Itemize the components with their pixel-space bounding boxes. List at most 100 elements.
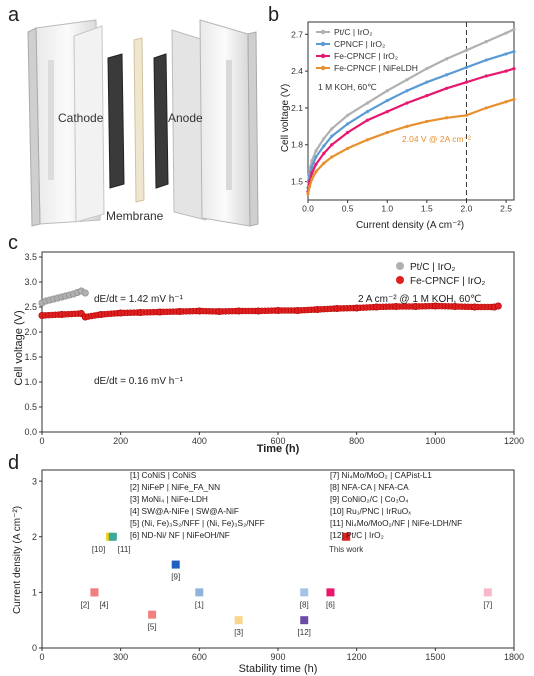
chart-c-legend-label: Fe-CPNCF | IrO₂: [410, 276, 485, 287]
anode-label: Anode: [168, 111, 203, 125]
chart-b-xtick-label: 2.0: [461, 204, 473, 214]
panel-d-letter: d: [8, 452, 20, 474]
chart-b-point: [464, 65, 469, 70]
chart-b-point: [314, 155, 318, 159]
chart-c-legend-marker: [396, 262, 404, 270]
chart-d-point-label: [7]: [483, 600, 492, 609]
chart-d-marker: [148, 610, 157, 619]
chart-b-point: [405, 101, 409, 105]
chart-c-point: [81, 289, 89, 297]
chart-b-ytick-label: 2.7: [291, 29, 303, 39]
chart-d-legend-left-entry: [3] MoNi₄ | NiFe-LDH: [130, 494, 208, 504]
chart-b-point: [405, 89, 409, 93]
chart-d-point-label: [10]: [92, 545, 105, 554]
chart-b-point: [512, 97, 516, 101]
chart-d-legend-left-entry: [5] (Ni, Fe)₃S₂/NFF | (Ni, Fe)₃S₂/NFF: [130, 518, 265, 528]
chart-b-xtick-label: 1.0: [381, 204, 393, 214]
chart-d-plot-area: 0 300 600 900 1200 1500 1800 0 1 2 3 [1] [2] [4] [3] [5…: [32, 469, 524, 662]
chart-d-legend-right-entry: [7] Ni₄Mo/MoO₂ | CAPist-L1: [330, 470, 432, 480]
chart-d-point-label: [12]: [298, 628, 311, 637]
chart-c-xtick-label: 400: [192, 436, 207, 446]
anode-end-plate-edge: [247, 31, 259, 227]
chart-b-point: [322, 144, 326, 148]
chart-d-xlabel: Stability time (h): [239, 663, 318, 675]
chart-c-xtick-label: 0: [39, 436, 44, 446]
chart-b-point: [425, 80, 429, 84]
chart-d-ytick-label: 0: [32, 643, 37, 653]
chart-b-xtick-label: 1.5: [421, 204, 433, 214]
chart-b-point: [484, 74, 488, 78]
chart-b-point: [322, 137, 326, 141]
chart-d-point-label: [11]: [118, 545, 131, 554]
chart-b-point: [405, 78, 409, 82]
chart-b-series-line-1: [306, 50, 515, 188]
chart-b-point: [307, 184, 312, 189]
chart-b-legend-marker: [320, 29, 326, 35]
chart-b-point: [464, 113, 469, 117]
chart-d-ytick-label: 3: [32, 476, 37, 486]
chart-c-ytick-label: 0.0: [24, 427, 37, 437]
chart-b-legend-label: Pt/C | IrO₂: [334, 27, 373, 37]
chart-d-point-label: [8]: [300, 600, 309, 609]
chart-b-point: [425, 119, 429, 124]
chart-b-xtick-label: 2.5: [500, 204, 512, 214]
chart-d-point-label: [2]: [81, 600, 90, 609]
chart-d-marker: [300, 588, 309, 597]
chart-b-point: [512, 49, 516, 54]
chart-c-xtick-label: 600: [270, 436, 285, 446]
chart-b-legend-marker: [320, 41, 326, 47]
chart-d-xtick-label: 300: [113, 652, 128, 662]
chart-c-xlabel: Time (h): [257, 443, 300, 455]
chart-b-point: [330, 127, 334, 131]
chart-b-ytick-label: 2.1: [291, 103, 303, 113]
chart-b-point: [306, 192, 310, 196]
cathode-electrode: [107, 53, 125, 189]
chart-b-point: [365, 138, 370, 142]
chart-d-legend-left: [1] CoNiS | CoNiS [2] NiFeP | NiFe_FA_NN […: [130, 470, 265, 540]
chart-d-xtick-label: 1500: [425, 652, 445, 662]
chart-b-point: [314, 162, 318, 166]
chart-b-legend-marker: [320, 65, 326, 71]
chart-d-point-label: [5]: [148, 623, 157, 632]
membrane-sheet: [133, 37, 145, 203]
chart-b-legend-label: Fe-CPNCF | IrO₂: [334, 51, 398, 61]
chart-d-legend-left-entry: [2] NiFeP | NiFe_FA_NN: [130, 482, 220, 492]
chart-b-plot-area: 0.0 0.5 1.0 1.5 2.0 2.5 1.5 1.8 2.1 2.4 2.7: [291, 21, 516, 214]
chart-d-marker: [195, 588, 204, 597]
chart-d-point-label: This work: [329, 545, 364, 554]
chart-c-ytick-label: 0.5: [24, 402, 37, 412]
chart-d-ytick-label: 1: [32, 588, 37, 598]
chart-b-point: [322, 151, 326, 155]
chart-b-point: [385, 89, 389, 93]
chart-d-point-label: [6]: [326, 600, 335, 609]
chart-b-point: [504, 52, 508, 56]
chart-d-marker: [90, 588, 99, 597]
chart-b-ytick-label: 1.8: [291, 140, 303, 150]
chart-b-series-line-0: [306, 28, 515, 182]
chart-b-series-line-2: [306, 67, 515, 192]
chart-b-point: [346, 146, 350, 151]
chart-d-point-label: [4]: [99, 600, 108, 609]
chart-d-marker: [483, 588, 492, 597]
chart-d-frame: [41, 469, 515, 649]
chart-b-point: [310, 159, 314, 163]
chart-b-point: [464, 80, 469, 84]
chart-d-legend-left-entry: [6] ND-Ni/ NF | NiFeOH/NF: [130, 530, 230, 540]
chart-b-point: [310, 171, 314, 175]
chart-d-ytick-label: 2: [32, 532, 37, 542]
chart-b-point: [445, 73, 449, 77]
chart-b-point: [512, 27, 516, 31]
cathode-plate-slot: [48, 60, 54, 180]
chart-b-point: [365, 110, 370, 114]
chart-b-legend: Pt/C | IrO₂ CPNCF | IrO₂ Fe-CPNCF | IrO₂ Fe…: [316, 27, 418, 73]
chart-b-point: [512, 67, 516, 71]
chart-b-point: [445, 86, 449, 90]
chart-b-condition-note: 1 M KOH, 60℃: [318, 82, 377, 92]
chart-b-point: [445, 116, 449, 120]
chart-b-point: [464, 48, 469, 52]
chart-b-point: [385, 98, 389, 103]
chart-b-point: [504, 100, 508, 104]
cathode-end-plate-edge: [27, 27, 41, 227]
